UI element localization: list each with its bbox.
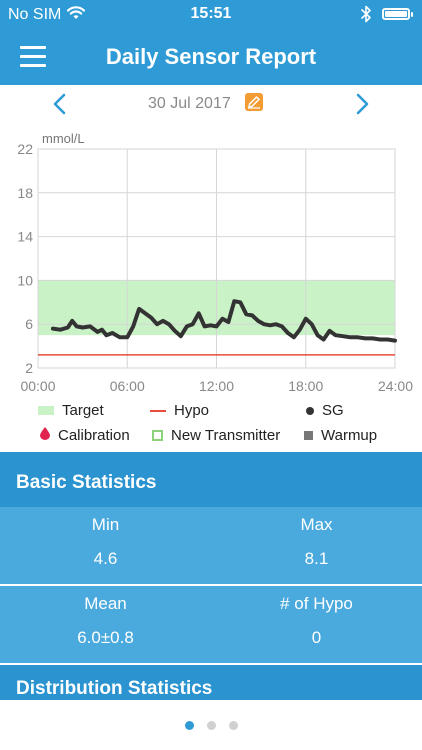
next-day-button[interactable] — [347, 89, 377, 119]
x-tick-label: 18:00 — [288, 378, 323, 394]
chart-legend: Target Hypo SG Calibration New Transmitt… — [0, 398, 422, 450]
sensor-chart: mmol/L 22 18 14 10 6 2 00:00 06:00 12:00 18:00 24… — [0, 125, 422, 400]
carrier-label: No SIM — [8, 6, 62, 23]
hypo-swatch — [150, 409, 166, 412]
legend-label: SG — [322, 402, 344, 419]
legend-calibration: Calibration — [40, 427, 130, 444]
mean-label: Mean — [84, 594, 127, 613]
report-date: 30 Jul 2017 — [148, 95, 231, 112]
distribution-statistics-header: Distribution Statistics — [0, 665, 422, 700]
legend-label: Warmup — [321, 427, 378, 444]
date-nav: 30 Jul 2017 — [0, 85, 422, 125]
chevron-left-icon — [53, 93, 66, 115]
legend-label: Target — [62, 402, 104, 419]
mean-value: 6.0±0.8 — [77, 628, 134, 647]
legend-new-transmitter: New Transmitter — [152, 427, 280, 444]
hypo-count-label: # of Hypo — [280, 594, 353, 613]
target-swatch — [38, 406, 54, 415]
y-axis-label: mmol/L — [42, 131, 85, 146]
blood-drop-icon — [40, 427, 50, 444]
legend-warmup: Warmup — [304, 427, 377, 444]
legend-label: Hypo — [174, 402, 210, 419]
page-dot-3[interactable] — [229, 721, 238, 730]
min-label: Min — [91, 515, 120, 534]
distribution-statistics-title: Distribution Statistics — [16, 678, 213, 699]
sg-dot-icon — [306, 406, 314, 415]
x-tick-label: 24:00 — [378, 378, 413, 394]
x-tick-label: 12:00 — [199, 378, 234, 394]
y-tick-label: 6 — [25, 316, 33, 332]
y-tick-label: 14 — [17, 229, 33, 245]
min-cell: Min 4.6 — [0, 507, 211, 584]
y-tick-label: 2 — [25, 360, 33, 376]
sensor-chart-svg: mmol/L 22 18 14 10 6 2 00:00 06:00 12:00 18:00 24… — [17, 131, 413, 394]
sg-series-line — [50, 299, 397, 343]
nav-bar: Daily Sensor Report — [0, 30, 422, 85]
y-tick-label: 18 — [17, 185, 33, 201]
legend-sg: SG — [304, 402, 344, 419]
status-bar: No SIM 15:51 — [0, 0, 422, 30]
status-time: 15:51 — [190, 5, 232, 22]
hypo-count-value: 0 — [311, 628, 322, 647]
page-title: Daily Sensor Report — [105, 44, 317, 69]
stat-row-min-max: Min 4.6 Max 8.1 — [0, 507, 422, 584]
stat-row-mean-hypo: Mean 6.0±0.8 # of Hypo 0 — [0, 586, 422, 663]
y-tick-label: 10 — [17, 272, 33, 288]
max-value: 8.1 — [304, 549, 329, 568]
basic-statistics-header: Basic Statistics — [0, 452, 422, 507]
max-cell: Max 8.1 — [211, 507, 422, 584]
warmup-square-icon — [304, 431, 313, 440]
legend-label: New Transmitter — [171, 427, 281, 444]
page-indicator — [0, 700, 422, 750]
page-dot-1[interactable] — [185, 721, 194, 730]
legend-target: Target — [38, 402, 104, 419]
battery-icon — [382, 8, 413, 20]
page-dot-2[interactable] — [207, 721, 216, 730]
bluetooth-icon — [360, 4, 372, 29]
previous-day-button[interactable] — [45, 89, 75, 119]
legend-label: Calibration — [58, 427, 130, 444]
pencil-icon — [248, 96, 260, 109]
new-transmitter-square-icon — [152, 430, 163, 441]
min-value: 4.6 — [93, 549, 118, 568]
edit-date-button[interactable] — [245, 93, 263, 111]
wifi-icon — [66, 5, 86, 26]
menu-icon[interactable] — [20, 46, 46, 68]
mean-cell: Mean 6.0±0.8 — [0, 586, 211, 663]
x-tick-label: 00:00 — [20, 378, 55, 394]
y-tick-label: 22 — [17, 141, 33, 157]
chevron-right-icon — [356, 93, 369, 115]
legend-hypo: Hypo — [150, 402, 209, 419]
x-tick-label: 06:00 — [110, 378, 145, 394]
max-label: Max — [300, 515, 333, 534]
hypo-count-cell: # of Hypo 0 — [211, 586, 422, 663]
basic-statistics-title: Basic Statistics — [16, 472, 157, 493]
